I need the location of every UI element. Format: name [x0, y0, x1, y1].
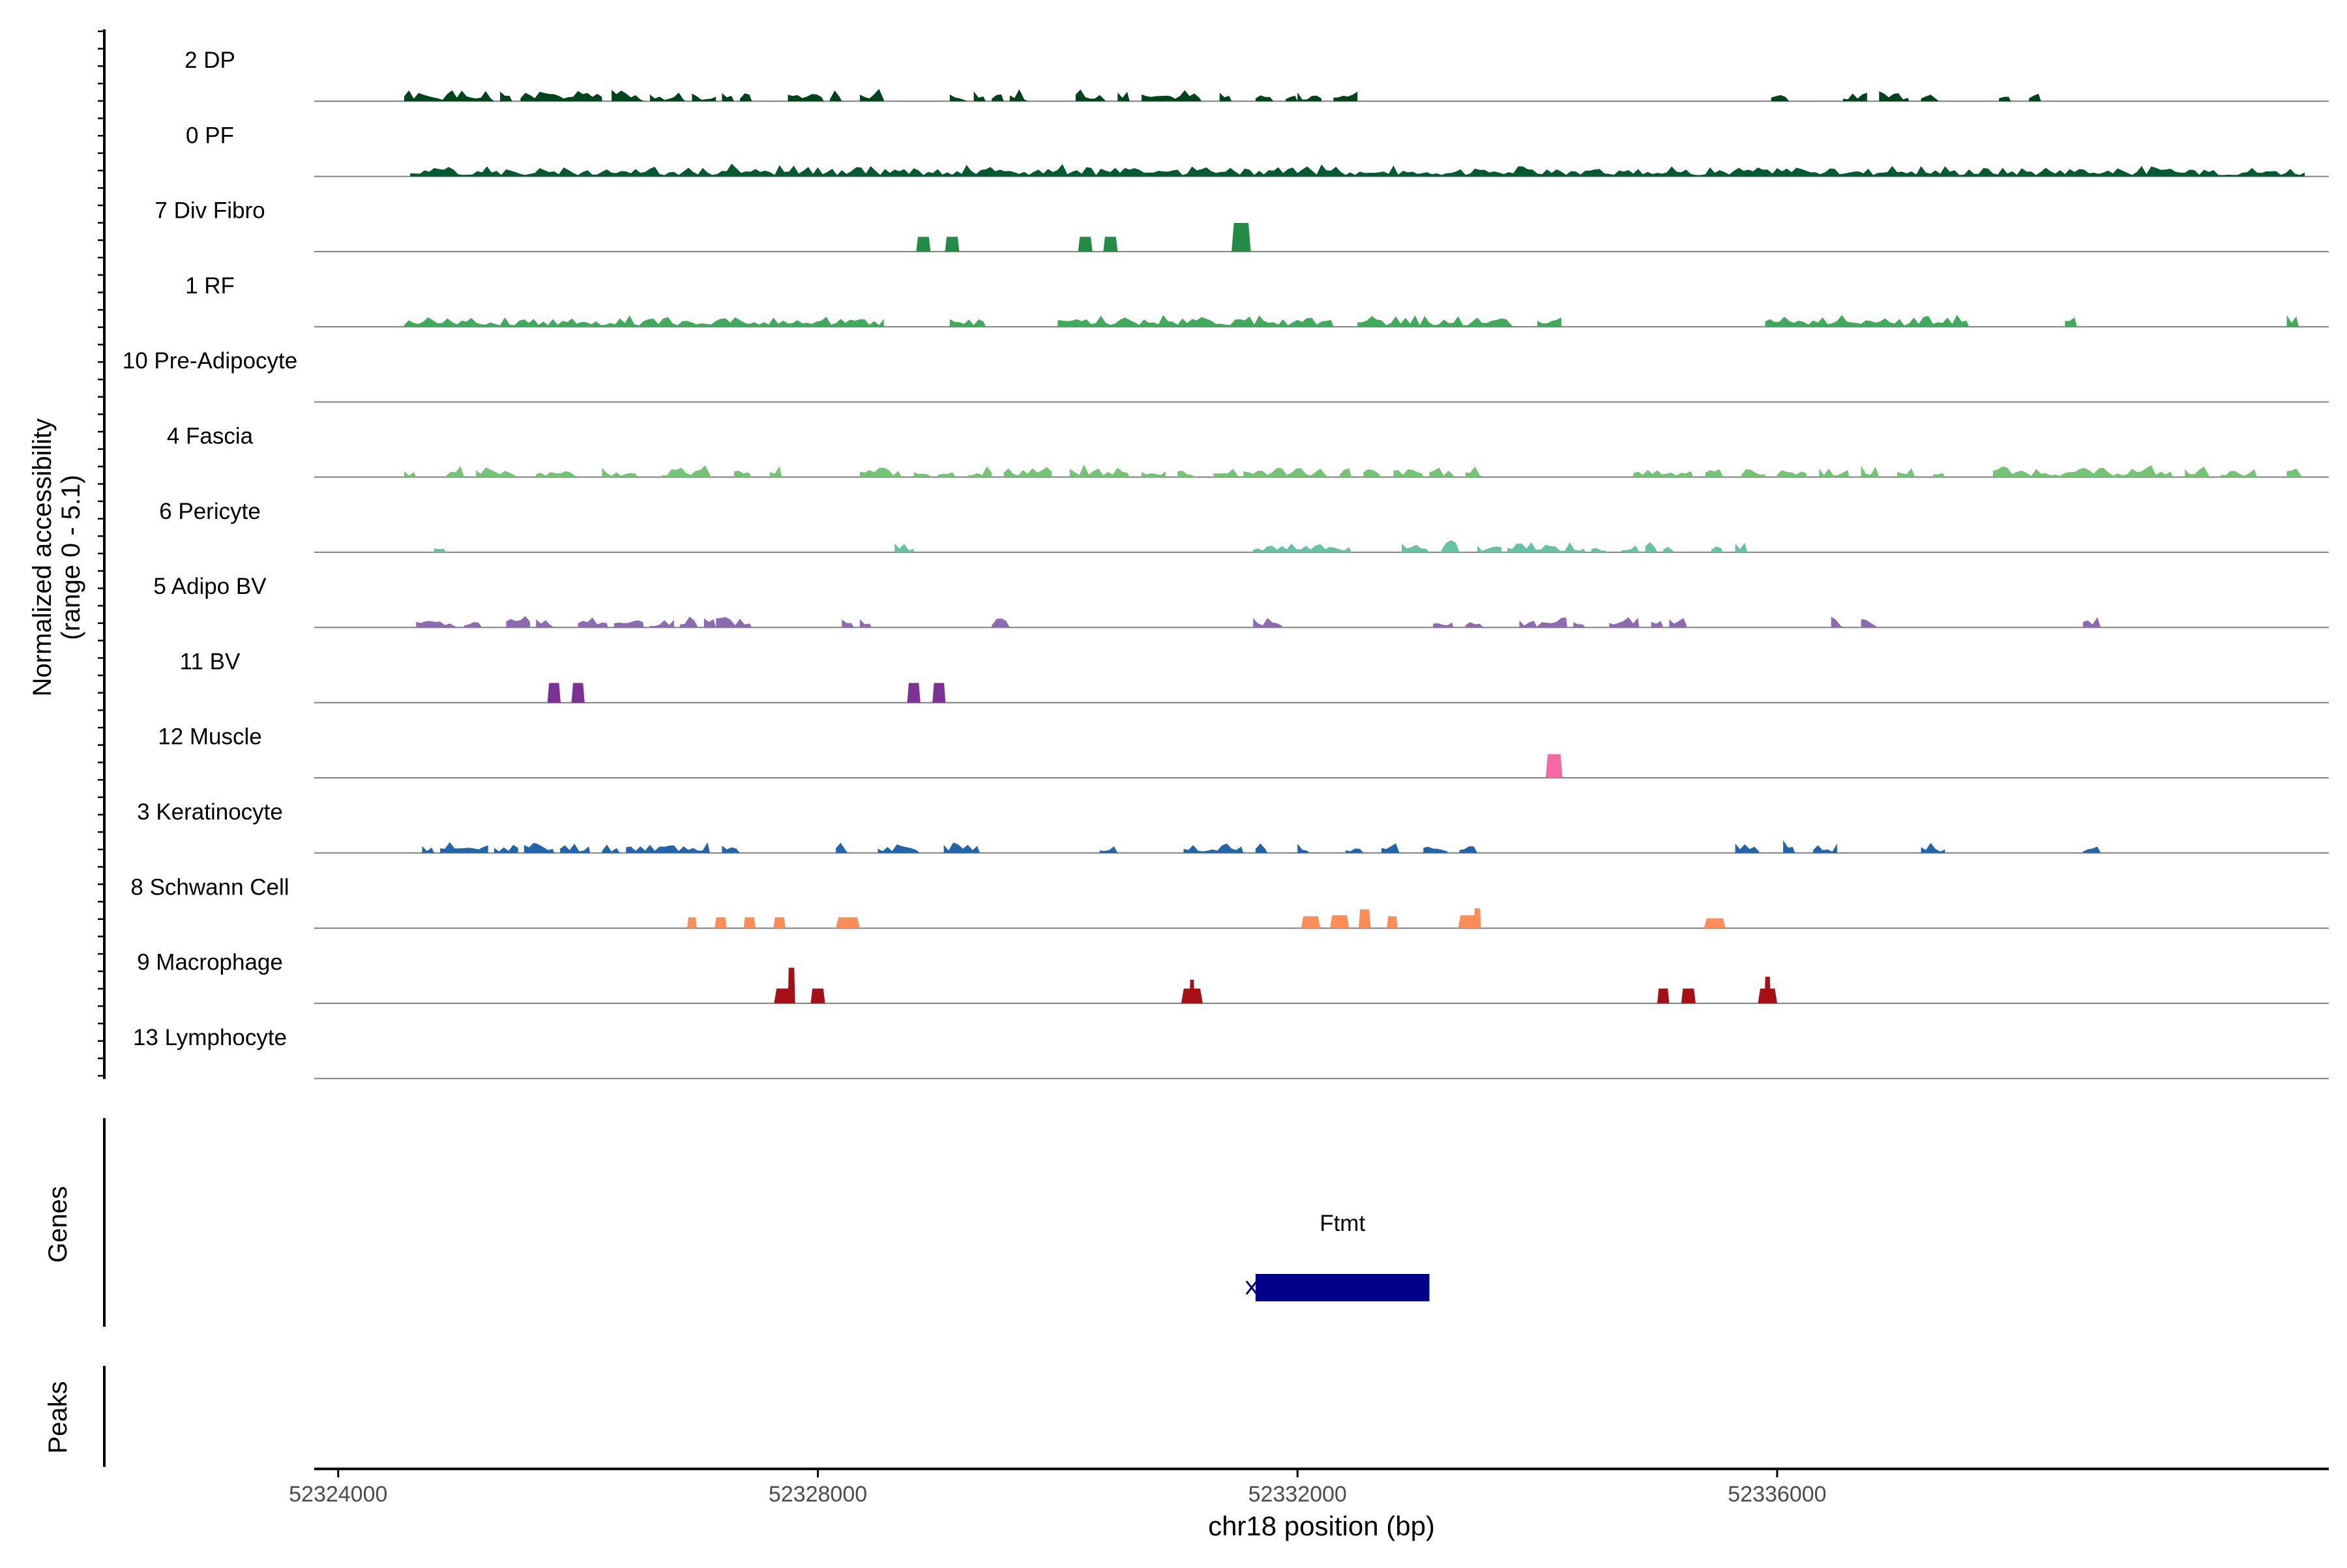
coverage-track-area — [416, 616, 2101, 628]
track-label: 13 Lymphocyte — [133, 1025, 287, 1050]
track-label: 1 RF — [185, 273, 235, 299]
genes-track-title: Genes — [44, 1186, 72, 1263]
coverage-track-area — [422, 840, 2101, 853]
x-tick-label: 52336000 — [1728, 1482, 1826, 1507]
track-label: 4 Fascia — [167, 424, 254, 449]
track-label: 12 Muscle — [158, 724, 262, 750]
track-label: 6 Pericyte — [159, 499, 261, 524]
track-label: 2 DP — [185, 48, 235, 73]
track-label: 0 PF — [186, 123, 234, 148]
x-tick-label: 52332000 — [1248, 1482, 1347, 1507]
coverage-track-area — [434, 540, 1747, 553]
y-axis-title-range: (range 0 - 5.1) — [57, 475, 85, 640]
track-label: 8 Schwann Cell — [130, 874, 289, 900]
track-label: 9 Macrophage — [137, 950, 283, 975]
x-axis-title: chr18 position (bp) — [1208, 1511, 1435, 1541]
x-tick-label: 52324000 — [289, 1482, 387, 1507]
track-label: 10 Pre-Adipocyte — [123, 348, 297, 374]
coverage-track-area — [410, 163, 2305, 177]
track-label: 5 Adipo BV — [153, 574, 267, 599]
track-label: 3 Keratinocyte — [137, 799, 283, 825]
coverage-track-area — [404, 315, 2299, 327]
coverage-track-area — [404, 89, 2041, 102]
track-label: 11 BV — [180, 649, 241, 674]
gene-strand-icon — [1245, 1280, 1258, 1295]
coverage-track-area — [1545, 754, 1563, 778]
coverage-track-area — [404, 464, 2305, 477]
x-tick-label: 52328000 — [769, 1482, 867, 1507]
gene-label: Ftmt — [1320, 1211, 1365, 1236]
gene-body — [1255, 1274, 1430, 1301]
y-axis-title: Normalized accessibility — [28, 419, 57, 697]
track-label: 7 Div Fibro — [155, 198, 265, 224]
coverage-track-area — [916, 223, 1251, 252]
coverage-track-area — [687, 908, 1726, 928]
peaks-track-title: Peaks — [44, 1381, 72, 1453]
